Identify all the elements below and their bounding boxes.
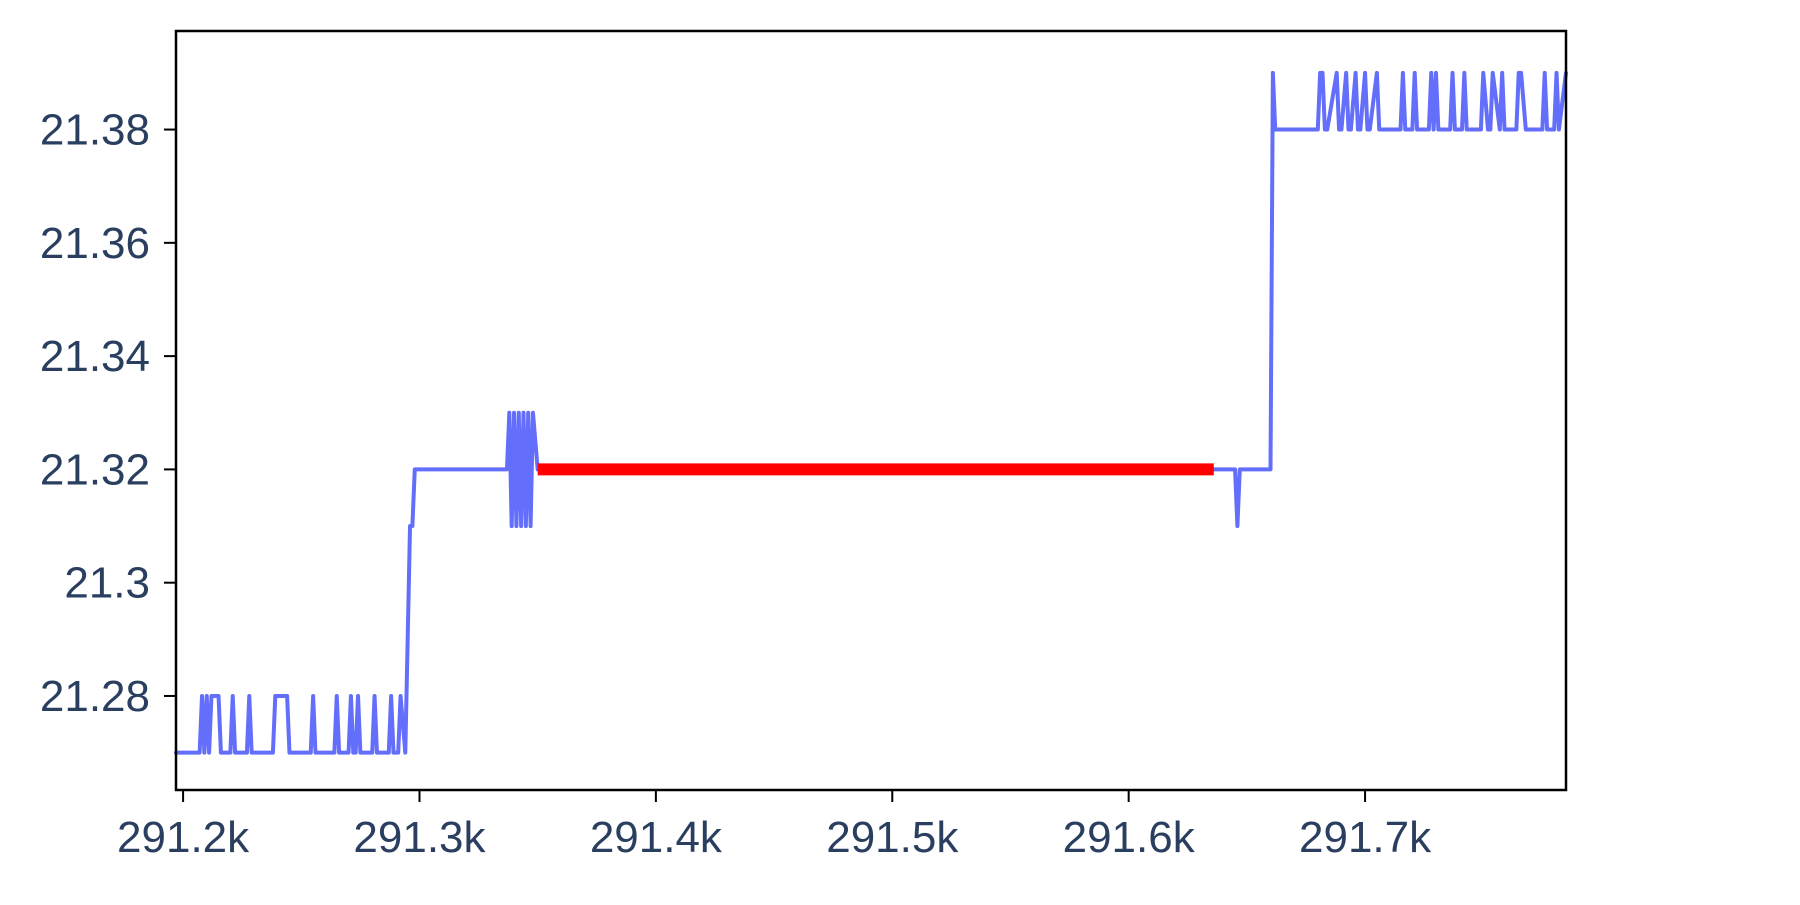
y-tick-label: 21.32 bbox=[40, 445, 150, 494]
y-axis: 21.28 21.3 21.32 21.34 21.36 21.38 bbox=[40, 106, 176, 721]
x-tick-label: 291.7k bbox=[1299, 813, 1432, 862]
y-tick-label: 21.38 bbox=[40, 106, 150, 155]
y-tick-label: 21.28 bbox=[40, 672, 150, 721]
x-tick-label: 291.3k bbox=[353, 813, 486, 862]
series-line bbox=[174, 70, 1568, 755]
plot-frame bbox=[174, 29, 1568, 792]
x-tick-label: 291.6k bbox=[1063, 813, 1196, 862]
x-tick-label: 291.4k bbox=[590, 813, 723, 862]
x-axis: 291.2k 291.3k 291.4k 291.5k 291.6k 291.7k bbox=[117, 790, 1432, 862]
x-tick-label: 291.2k bbox=[117, 813, 250, 862]
x-tick-label: 291.5k bbox=[826, 813, 959, 862]
y-tick-label: 21.36 bbox=[40, 219, 150, 268]
series-layer bbox=[174, 70, 1568, 755]
plot-area bbox=[176, 31, 1566, 790]
y-tick-label: 21.34 bbox=[40, 332, 150, 381]
y-tick-label: 21.3 bbox=[64, 559, 150, 608]
